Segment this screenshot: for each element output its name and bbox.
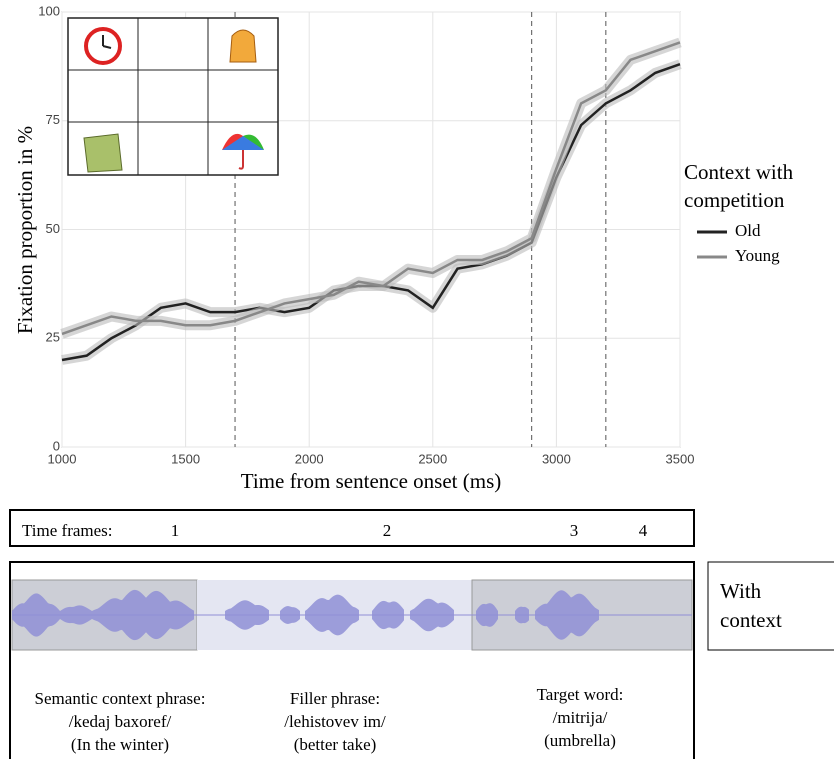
legend-label: Old <box>735 221 761 240</box>
legend-label: Young <box>735 246 780 265</box>
x-axis-label: Time from sentence onset (ms) <box>241 469 502 493</box>
y-tick-label: 25 <box>46 330 60 345</box>
frame-number: 3 <box>570 521 579 540</box>
x-tick-label: 3500 <box>666 451 695 466</box>
phrase-phonetic: /mitrija/ <box>553 708 608 727</box>
legend-title-box: Context with competition <box>684 158 834 218</box>
frame-number: 2 <box>383 521 392 540</box>
phrase-phonetic: /kedaj baxoref/ <box>69 712 172 731</box>
y-tick-label: 75 <box>46 112 60 127</box>
phrase-phonetic: /lehistovev im/ <box>284 712 386 731</box>
inset-grid <box>68 18 278 175</box>
condition-box-text: With context <box>720 577 830 643</box>
x-tick-label: 3000 <box>542 451 571 466</box>
y-tick-label: 50 <box>46 221 60 236</box>
x-tick-label: 1000 <box>48 451 77 466</box>
phrase-title: Target word: <box>537 685 624 704</box>
phrase-title: Semantic context phrase: <box>35 689 206 708</box>
x-tick-label: 2000 <box>295 451 324 466</box>
y-tick-label: 100 <box>38 3 60 18</box>
time-frames-box <box>10 510 694 546</box>
phrase-title: Filler phrase: <box>290 689 380 708</box>
condition-label: With context <box>720 577 800 635</box>
phrase-gloss: (umbrella) <box>544 731 616 750</box>
chart: Time from sentence onset (ms) Fixation p… <box>0 0 834 759</box>
legend-title: Context with competition <box>684 158 814 214</box>
x-tick-label: 1500 <box>171 451 200 466</box>
phrase-gloss: (better take) <box>294 735 377 754</box>
phrase-gloss: (In the winter) <box>71 735 169 754</box>
y-axis-label: Fixation proportion in % <box>13 126 37 334</box>
frame-number: 4 <box>639 521 648 540</box>
time-frames-label: Time frames: <box>22 521 113 540</box>
frame-number: 1 <box>171 521 180 540</box>
x-tick-label: 2500 <box>418 451 447 466</box>
figure: Time from sentence onset (ms) Fixation p… <box>0 0 834 759</box>
